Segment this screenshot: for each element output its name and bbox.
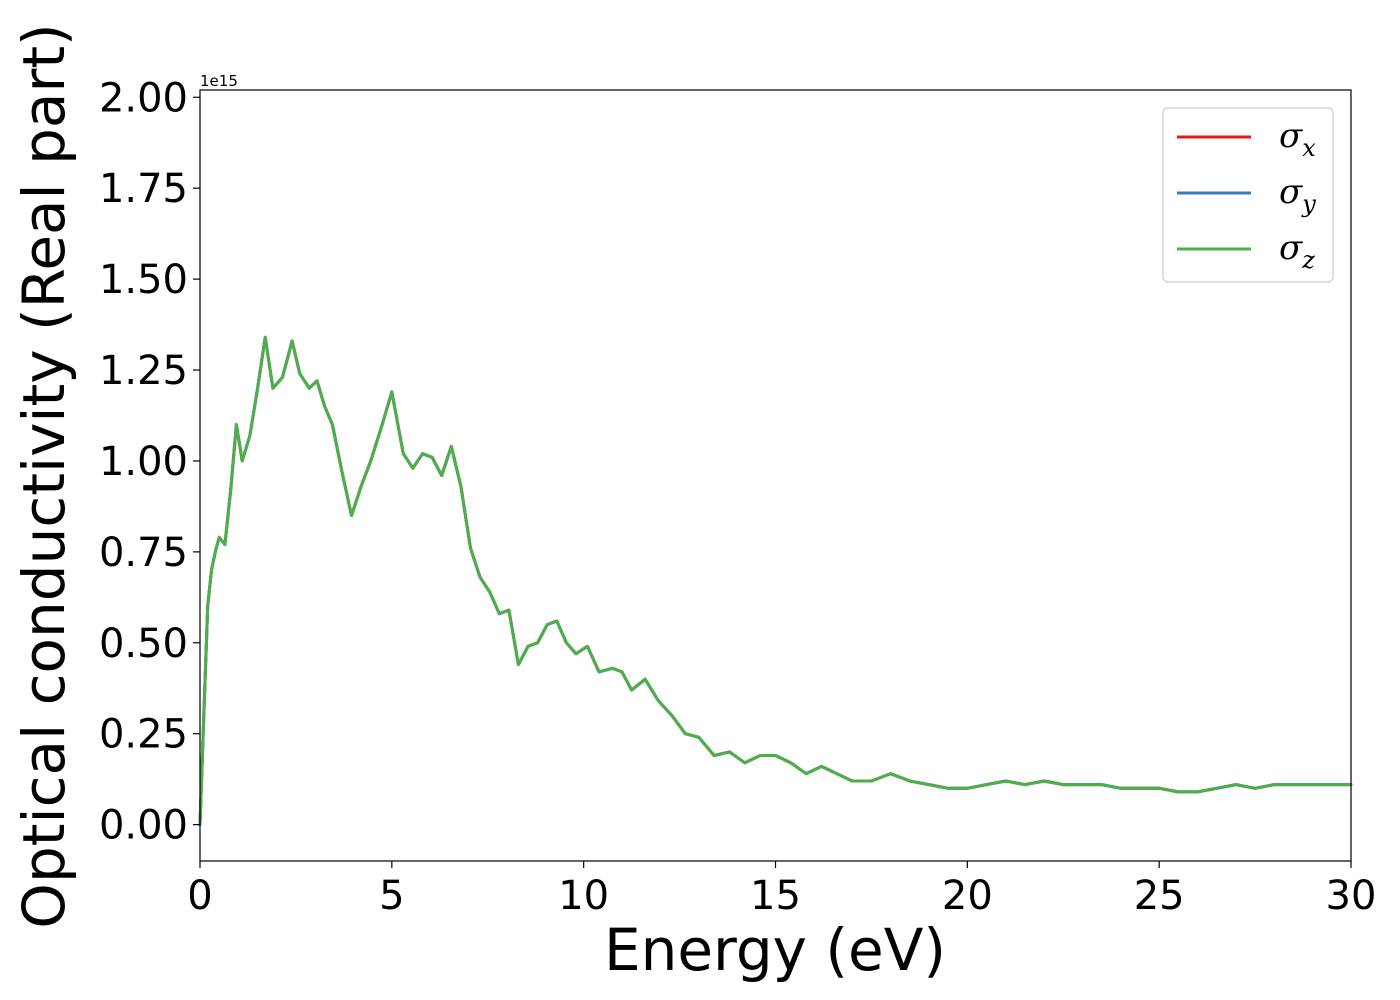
y-tick-label: 0.00 bbox=[99, 803, 188, 849]
x-axis: 0 5 10 15 20 25 30 bbox=[187, 861, 1376, 919]
y-axis-label: Optical conductivity (Real part) bbox=[10, 23, 78, 928]
y-tick-label: 2.00 bbox=[99, 75, 188, 121]
x-tick-label: 15 bbox=[750, 873, 801, 919]
y-axis: 0.00 0.25 0.50 0.75 1.00 1.25 1.50 1.75 2.00 bbox=[99, 75, 200, 849]
y-tick-label: 0.25 bbox=[99, 712, 188, 758]
x-tick-label: 20 bbox=[942, 873, 993, 919]
x-tick-label: 30 bbox=[1326, 873, 1377, 919]
plot-area bbox=[200, 90, 1351, 861]
series-line-3 bbox=[198, 335, 1353, 827]
y-tick-label: 1.50 bbox=[99, 257, 188, 303]
y-offset-label: 1e15 bbox=[200, 72, 238, 90]
x-axis-label: Energy (eV) bbox=[604, 916, 946, 984]
y-tick-label: 1.00 bbox=[99, 439, 188, 485]
x-tick-label: 25 bbox=[1134, 873, 1185, 919]
x-tick-label: 5 bbox=[379, 873, 404, 919]
x-tick-label: 10 bbox=[558, 873, 609, 919]
y-tick-label: 1.75 bbox=[99, 166, 188, 212]
series-layer bbox=[198, 335, 1353, 827]
y-tick-label: 0.75 bbox=[99, 530, 188, 576]
legend-box bbox=[1162, 107, 1334, 283]
y-tick-label: 0.50 bbox=[99, 621, 188, 667]
x-tick-label: 0 bbox=[187, 873, 212, 919]
y-tick-label: 1.25 bbox=[99, 348, 188, 394]
